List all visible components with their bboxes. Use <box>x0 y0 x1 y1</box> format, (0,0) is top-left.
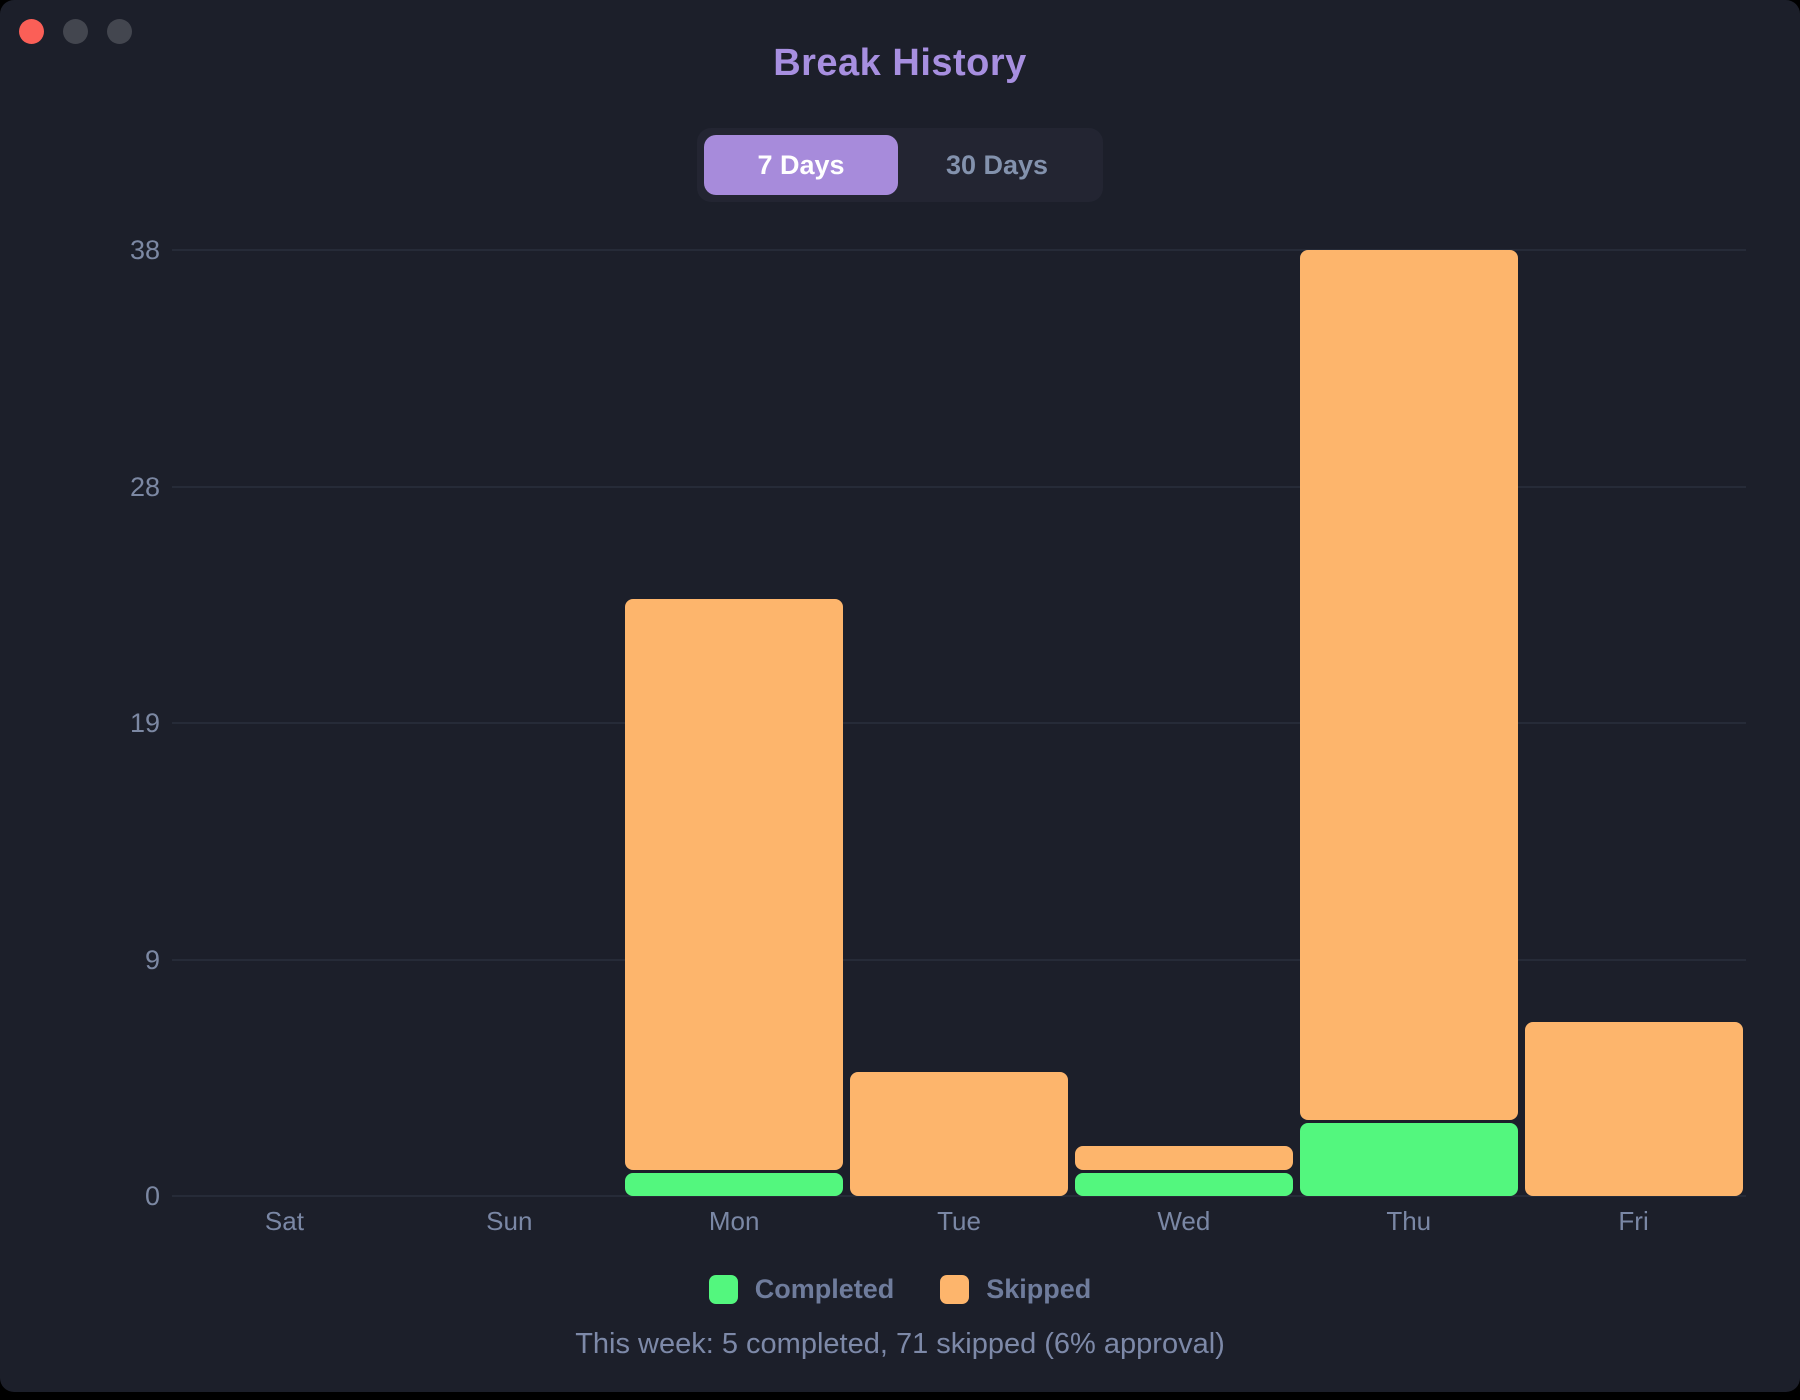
toggle-7-days-button[interactable]: 7 Days <box>704 135 898 195</box>
y-axis-tick-label: 9 <box>144 944 160 975</box>
window-controls <box>19 19 132 44</box>
legend-swatch-completed-icon <box>708 1275 738 1304</box>
legend-label-skipped: Skipped <box>986 1274 1092 1304</box>
toggle-30-days-button[interactable]: 30 Days <box>898 135 1096 195</box>
weekly-summary: This week: 5 completed, 71 skipped (6% a… <box>575 1328 1225 1360</box>
stacked-bar-thu <box>1299 250 1518 1196</box>
minimize-window-button[interactable] <box>63 19 88 44</box>
legend-swatch-skipped-icon <box>940 1275 970 1304</box>
bar-slot-mon <box>622 250 847 1196</box>
x-axis-label-wed: Wed <box>1157 1206 1211 1236</box>
range-toggle: 7 Days 30 Days <box>697 128 1103 202</box>
x-axis-label-sun: Sun <box>486 1206 533 1236</box>
bar-segment-completed-mon[interactable] <box>625 1172 844 1196</box>
x-axis-label-fri: Fri <box>1618 1206 1649 1236</box>
bar-slot-tue <box>847 250 1072 1196</box>
gridline <box>172 722 1746 724</box>
gridline <box>172 249 1746 251</box>
stacked-bar-tue <box>849 1071 1069 1196</box>
stacked-bar-fri <box>1524 1021 1743 1196</box>
bar-slot-sun <box>397 250 622 1196</box>
stacked-bar-mon <box>625 598 844 1196</box>
x-axis-label-sat: Sat <box>264 1206 304 1236</box>
close-window-button[interactable] <box>19 19 44 44</box>
bar-slot-sat <box>172 250 397 1196</box>
legend-label-completed: Completed <box>754 1274 895 1304</box>
y-axis-tick-label: 38 <box>129 235 160 265</box>
bar-segment-skipped-fri[interactable] <box>1524 1021 1743 1196</box>
chart-legend: Completed Skipped <box>0 1274 1800 1305</box>
x-axis-label-tue: Tue <box>937 1206 981 1236</box>
x-axis: Sat Sun Mon Tue Wed Thu Fri <box>172 1206 1746 1237</box>
zoom-window-button[interactable] <box>107 19 132 44</box>
stacked-bar-wed <box>1074 1146 1293 1196</box>
gridline <box>172 958 1746 961</box>
bar-segment-skipped-thu[interactable] <box>1299 250 1518 1120</box>
bar-segment-completed-wed[interactable] <box>1074 1172 1293 1196</box>
bars-container <box>172 250 1746 1196</box>
gridline <box>172 485 1746 488</box>
plot-area <box>172 249 1746 1197</box>
x-axis-label-mon: Mon <box>708 1206 760 1236</box>
x-axis-label-thu: Thu <box>1386 1206 1432 1236</box>
bar-slot-wed <box>1071 250 1296 1196</box>
bar-slot-thu <box>1296 250 1521 1196</box>
page-title: Break History <box>773 42 1027 84</box>
y-axis-tick-label: 0 <box>144 1181 160 1211</box>
y-axis: 0 9 19 28 38 <box>0 235 160 1211</box>
y-axis-tick-label: 19 <box>129 708 160 738</box>
bar-segment-skipped-mon[interactable] <box>625 598 844 1170</box>
bar-segment-skipped-wed[interactable] <box>1074 1146 1293 1170</box>
bar-slot-fri <box>1521 250 1746 1196</box>
gridline <box>172 1195 1746 1197</box>
legend-item-completed[interactable]: Completed <box>708 1274 895 1305</box>
bar-segment-skipped-tue[interactable] <box>849 1071 1069 1196</box>
legend-item-skipped[interactable]: Skipped <box>940 1274 1091 1305</box>
bar-segment-completed-thu[interactable] <box>1299 1122 1518 1196</box>
y-axis-tick-label: 28 <box>129 471 160 502</box>
